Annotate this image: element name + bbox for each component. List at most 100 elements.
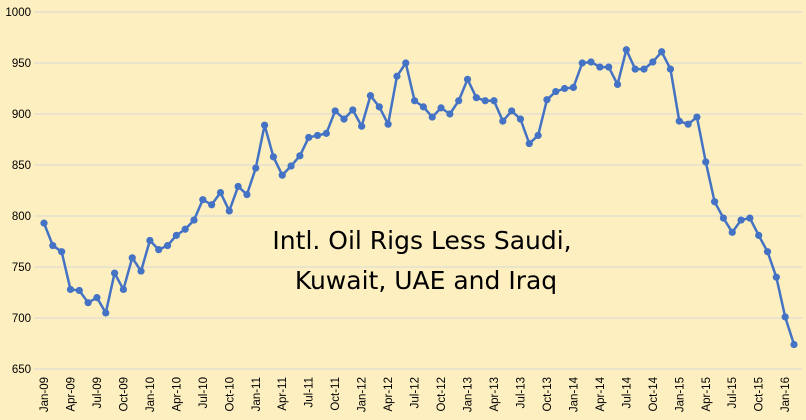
data-point bbox=[781, 313, 789, 321]
data-point bbox=[613, 80, 622, 89]
data-point bbox=[40, 219, 48, 227]
data-point bbox=[305, 133, 313, 142]
data-point bbox=[605, 63, 613, 71]
data-point bbox=[128, 254, 136, 262]
data-point bbox=[419, 103, 428, 111]
data-point bbox=[552, 87, 560, 96]
data-point bbox=[110, 269, 119, 277]
data-point bbox=[790, 340, 798, 349]
data-point bbox=[402, 59, 410, 67]
data-point bbox=[499, 117, 507, 125]
x-tick-label: Apr-12 bbox=[383, 377, 395, 412]
data-point bbox=[569, 83, 578, 92]
data-point bbox=[437, 104, 445, 112]
x-tick-label: Jan-10 bbox=[145, 377, 157, 412]
y-tick-label: 650 bbox=[12, 364, 31, 376]
data-point bbox=[190, 216, 198, 224]
x-tick-label: Oct-12 bbox=[436, 377, 448, 412]
data-point bbox=[155, 246, 163, 254]
data-point bbox=[693, 113, 701, 121]
x-tick-label: Oct-09 bbox=[118, 377, 130, 412]
data-point bbox=[199, 196, 207, 204]
y-tick-label: 900 bbox=[12, 109, 31, 121]
data-point bbox=[340, 115, 348, 123]
data-point bbox=[587, 58, 595, 66]
x-tick-label: Jan-13 bbox=[463, 377, 475, 412]
data-point bbox=[755, 231, 763, 239]
data-point bbox=[719, 214, 728, 222]
series-points bbox=[40, 46, 798, 349]
data-point bbox=[331, 107, 339, 115]
gridlines bbox=[34, 11, 802, 370]
data-point bbox=[525, 139, 533, 148]
data-point bbox=[287, 162, 295, 170]
data-point bbox=[93, 294, 101, 302]
data-point bbox=[119, 285, 128, 294]
data-point bbox=[640, 65, 648, 73]
x-tick-label: Oct-15 bbox=[754, 377, 766, 412]
data-point bbox=[49, 241, 57, 250]
data-point bbox=[410, 97, 419, 105]
data-point bbox=[428, 113, 436, 121]
x-tick-label: Apr-11 bbox=[277, 377, 289, 411]
data-point bbox=[278, 171, 286, 179]
x-tick-label: Oct-10 bbox=[224, 377, 236, 412]
data-point bbox=[260, 121, 269, 129]
x-tick-label: Jul-10 bbox=[198, 377, 210, 408]
data-point bbox=[243, 190, 251, 199]
data-point bbox=[366, 92, 375, 100]
x-tick-label: Oct-14 bbox=[648, 376, 660, 411]
data-point bbox=[172, 231, 180, 239]
x-tick-label: Jan-12 bbox=[357, 377, 369, 412]
data-point bbox=[772, 273, 780, 281]
y-tick-label: 850 bbox=[12, 160, 31, 172]
data-point bbox=[349, 106, 357, 114]
data-point bbox=[631, 65, 639, 73]
x-tick-label: Apr-10 bbox=[171, 377, 183, 412]
x-tick-label: Jul-15 bbox=[727, 377, 739, 408]
x-tick-label: Apr-09 bbox=[65, 377, 77, 412]
x-tick-label: Jul-14 bbox=[621, 376, 633, 408]
data-point bbox=[516, 115, 525, 123]
data-point bbox=[296, 152, 304, 160]
data-point bbox=[746, 214, 754, 222]
y-tick-label: 750 bbox=[12, 262, 31, 274]
x-tick-label: Jan-16 bbox=[780, 377, 792, 412]
data-point bbox=[472, 94, 480, 102]
data-point bbox=[543, 96, 551, 104]
x-tick-label: Jul-11 bbox=[304, 377, 316, 407]
data-point bbox=[58, 248, 66, 256]
data-point bbox=[313, 131, 322, 140]
data-point bbox=[66, 285, 75, 294]
x-tick-label: Oct-13 bbox=[542, 377, 554, 412]
y-tick-label: 800 bbox=[12, 211, 31, 223]
data-point bbox=[75, 286, 83, 295]
data-point bbox=[181, 225, 189, 233]
data-point bbox=[666, 65, 675, 73]
data-point bbox=[216, 188, 225, 197]
data-point bbox=[702, 158, 710, 166]
data-point bbox=[322, 129, 330, 137]
data-point bbox=[269, 153, 278, 161]
data-point bbox=[234, 182, 242, 191]
data-point bbox=[137, 267, 145, 275]
data-point bbox=[455, 97, 463, 105]
y-tick-label: 1000 bbox=[5, 7, 31, 19]
x-tick-label: Jan-09 bbox=[39, 377, 51, 412]
data-point bbox=[622, 46, 630, 54]
data-point bbox=[84, 299, 92, 307]
data-point bbox=[675, 117, 683, 125]
data-point bbox=[225, 207, 233, 215]
data-point bbox=[208, 201, 216, 209]
y-axis-ticks: 650 700 750 800 850 900 950 1000 bbox=[5, 7, 31, 376]
data-point bbox=[384, 120, 392, 128]
data-point bbox=[578, 59, 586, 67]
data-point bbox=[481, 97, 489, 105]
data-point bbox=[658, 48, 666, 56]
data-point bbox=[463, 75, 472, 83]
x-tick-label: Jul-13 bbox=[515, 377, 527, 408]
chart-title: Intl. Oil Rigs Less Saudi, Kuwait, UAE a… bbox=[272, 226, 579, 295]
data-point bbox=[560, 84, 569, 93]
data-point bbox=[146, 236, 154, 245]
